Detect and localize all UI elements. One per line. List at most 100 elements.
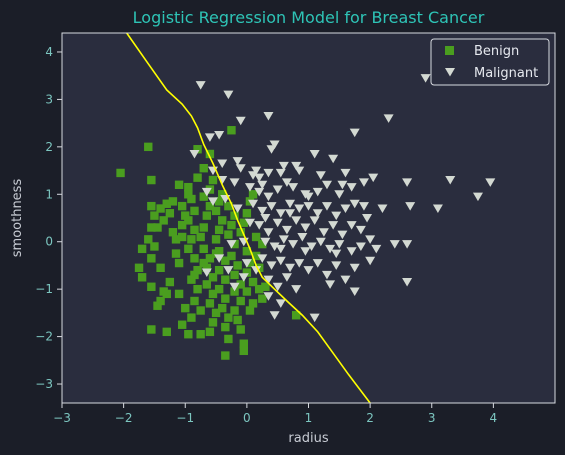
benign-point [261, 282, 270, 291]
malignant-point [288, 183, 299, 192]
benign-point [227, 220, 236, 230]
benign-point [162, 289, 171, 299]
malignant-point [266, 145, 277, 154]
malignant-point [325, 280, 336, 289]
benign-point [291, 311, 301, 320]
malignant-point [485, 178, 496, 187]
benign-point [230, 306, 239, 315]
malignant-point [275, 299, 286, 308]
benign-point [202, 280, 212, 289]
malignant-point [337, 230, 348, 240]
benign-point [137, 244, 147, 254]
malignant-point [331, 261, 342, 270]
benign-point [199, 244, 208, 254]
benign-point [193, 265, 202, 275]
malignant-point [340, 168, 351, 178]
y-axis: −3 −2 −1 0 1 2 3 4 [35, 45, 62, 391]
malignant-point [334, 240, 345, 249]
malignant-point [257, 180, 268, 190]
malignant-point [272, 218, 283, 228]
malignant-point [285, 263, 296, 273]
benign-point [147, 175, 156, 185]
malignant-point [217, 159, 228, 168]
malignant-point [340, 275, 351, 285]
malignant-point [315, 171, 326, 180]
benign-point [181, 211, 190, 220]
benign-point [162, 327, 171, 337]
benign-point [171, 235, 181, 244]
benign-point [187, 194, 196, 204]
malignant-point [263, 228, 274, 237]
benign-point [251, 232, 261, 242]
malignant-point [241, 259, 252, 268]
benign-point [205, 201, 215, 211]
malignant-point [346, 221, 357, 230]
benign-point [221, 294, 230, 303]
benign-point [205, 149, 215, 159]
malignant-point [309, 216, 320, 225]
benign-point [174, 289, 184, 299]
malignant-point [257, 206, 268, 216]
malignant-point [346, 247, 357, 256]
malignant-point [365, 256, 376, 266]
malignant-point [266, 202, 277, 211]
malignant-point [260, 214, 271, 223]
malignant-point [285, 209, 296, 218]
malignant-point [201, 268, 212, 278]
chart-title: Logistic Regression Model for Breast Can… [133, 8, 485, 27]
malignant-point [248, 199, 259, 209]
benign-point [199, 258, 208, 268]
benign-point [199, 163, 208, 173]
malignant-point [281, 225, 292, 235]
benign-point [239, 339, 248, 348]
malignant-point [288, 240, 299, 249]
benign-point [245, 306, 255, 315]
benign-point [224, 334, 233, 344]
benign-point [190, 254, 199, 263]
y-tick-label: 1 [45, 187, 53, 201]
malignant-point [334, 190, 345, 199]
benign-point [159, 216, 168, 225]
malignant-point [358, 178, 369, 187]
benign-point [171, 249, 181, 258]
y-tick-label: −3 [35, 377, 53, 391]
benign-point [258, 294, 267, 303]
benign-point [156, 263, 165, 273]
malignant-point [315, 237, 326, 247]
plot-area [62, 33, 555, 403]
benign-point [156, 204, 165, 213]
malignant-point [201, 187, 212, 197]
malignant-point [281, 178, 292, 187]
malignant-point [229, 282, 240, 292]
malignant-point [189, 149, 200, 159]
benign-point [218, 216, 227, 225]
benign-point [116, 168, 125, 178]
malignant-point [371, 244, 382, 254]
benign-point [168, 197, 178, 206]
malignant-point [238, 273, 249, 282]
malignant-point [207, 197, 218, 206]
malignant-point [254, 173, 265, 183]
malignant-point [278, 161, 289, 171]
malignant-point [472, 192, 483, 202]
malignant-point [251, 166, 262, 176]
malignant-point [346, 183, 357, 192]
benign-point [218, 190, 227, 199]
benign-point [190, 206, 199, 216]
benign-point [251, 251, 261, 261]
benign-point [205, 299, 215, 308]
malignant-point [402, 278, 413, 287]
benign-point [221, 322, 230, 332]
malignant-point [349, 263, 360, 273]
malignant-point [325, 244, 336, 254]
malignant-point [349, 199, 360, 209]
benign-point [242, 268, 252, 277]
benign-point [221, 256, 230, 265]
benign-point [193, 284, 202, 294]
malignant-point [275, 209, 286, 218]
benign-point [211, 308, 221, 318]
malignant-point [312, 259, 323, 268]
benign-point [190, 296, 199, 306]
